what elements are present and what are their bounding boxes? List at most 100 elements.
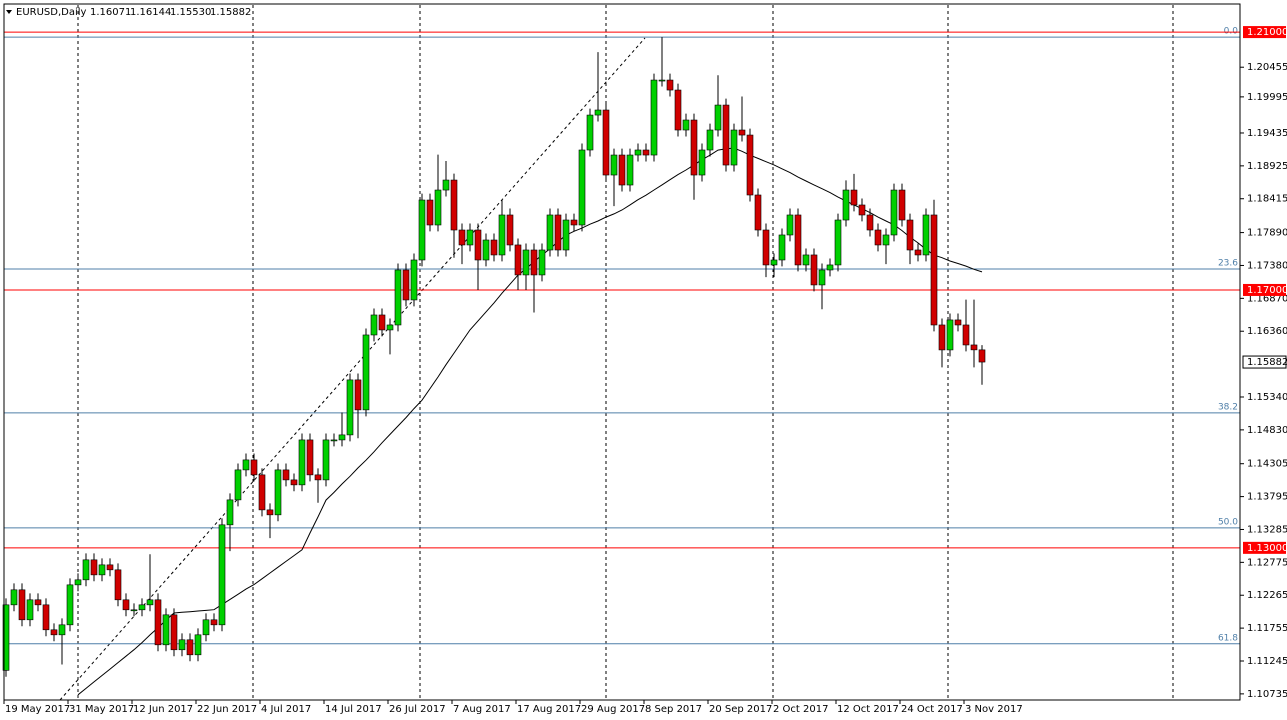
y-tick-label: 1.14830	[1247, 425, 1287, 436]
candle-body	[938, 324, 946, 351]
candle-body	[26, 599, 34, 621]
candle-body	[282, 469, 290, 481]
candle-body	[250, 459, 258, 476]
y-tick-label: 1.17380	[1247, 260, 1287, 271]
candle-body	[106, 564, 114, 571]
x-tick-label: 29 Aug 2017	[581, 704, 645, 715]
candle-body	[826, 264, 834, 271]
candle-body	[850, 189, 858, 206]
symbol: EURUSD,Daily	[16, 7, 87, 18]
candle-body	[610, 154, 618, 176]
candle-body	[10, 589, 18, 606]
candle-body	[962, 324, 970, 346]
candle-body	[450, 179, 458, 231]
candle-body	[154, 599, 162, 646]
candle-body	[906, 219, 914, 251]
y-tick-label: 1.17890	[1247, 228, 1287, 239]
x-tick-label: 3 Nov 2017	[965, 704, 1023, 715]
candle-body	[194, 634, 202, 656]
candle-body	[178, 639, 186, 651]
candle-body	[618, 154, 626, 186]
candle-body	[330, 439, 338, 442]
candle-body	[506, 214, 514, 246]
candle-body	[954, 319, 962, 326]
candle-body	[442, 179, 450, 191]
fib-label: 38.2	[1218, 402, 1238, 412]
candle-body	[778, 234, 786, 261]
y-tick-label: 1.10735	[1247, 689, 1287, 700]
candle-body	[378, 314, 386, 331]
candle-body	[258, 474, 266, 511]
candle-body	[138, 604, 146, 611]
candle-body	[42, 604, 50, 631]
candle-body	[202, 619, 210, 636]
candle-body	[794, 214, 802, 266]
candle-body	[978, 349, 986, 363]
candle-body	[874, 229, 882, 246]
candle-body	[234, 469, 242, 501]
candle-body	[866, 214, 874, 231]
x-tick-label: 17 Aug 2017	[517, 704, 581, 715]
candle-body	[458, 229, 466, 246]
x-tick-label: 20 Sep 2017	[709, 704, 772, 715]
current-price-box	[1242, 355, 1287, 369]
candle-body	[898, 189, 906, 221]
fib-label: 23.6	[1218, 258, 1238, 268]
candle-body	[498, 214, 506, 256]
plot-frame	[3, 3, 1241, 701]
candle-body	[386, 324, 394, 331]
candle-body	[674, 89, 682, 131]
candle-body	[306, 439, 314, 476]
y-tick-label: 1.19435	[1247, 128, 1287, 139]
candle-body	[914, 249, 922, 256]
candle-body	[762, 229, 770, 266]
y-tick-label: 1.16870	[1247, 293, 1287, 304]
candle-body	[410, 259, 418, 301]
candle-body	[34, 599, 42, 606]
candle-body	[650, 79, 658, 156]
x-tick-label: 7 Aug 2017	[453, 704, 511, 715]
candle-body	[554, 214, 562, 251]
candle-body	[50, 629, 58, 636]
candle-body	[514, 244, 522, 276]
candle-body	[834, 219, 842, 266]
quote-open: 1.16071	[90, 7, 131, 18]
y-tick-label: 1.19995	[1247, 92, 1287, 103]
y-tick-label: 1.12265	[1247, 590, 1287, 601]
fib-label: 61.8	[1218, 633, 1238, 643]
candle-body	[970, 344, 978, 351]
candle-body	[842, 189, 850, 221]
x-tick-label: 31 May 2017	[69, 704, 134, 715]
y-tick-label: 1.15340	[1247, 392, 1287, 403]
candle-body	[530, 249, 538, 276]
levels: 0.023.638.250.061.8	[4, 27, 1240, 645]
candle-body	[474, 229, 482, 261]
quote-close: 1.15882	[210, 7, 251, 18]
x-tick-label: 26 Jul 2017	[389, 704, 446, 715]
candle-body	[642, 149, 650, 156]
candle-body	[274, 469, 282, 516]
candle-body	[746, 134, 754, 196]
candle-body	[634, 149, 642, 156]
candle-body	[586, 114, 594, 151]
quote-high: 1.16144	[130, 7, 171, 18]
x-tick-label: 8 Sep 2017	[645, 704, 702, 715]
quote-low: 1.15530	[170, 7, 211, 18]
candle-body	[722, 104, 730, 166]
y-tick-label: 1.12775	[1247, 557, 1287, 568]
candle-body	[226, 499, 234, 526]
candle-body	[810, 254, 818, 286]
candle-body	[562, 219, 570, 251]
candle-body	[594, 109, 602, 116]
candle-body	[290, 479, 298, 486]
candle-body	[346, 379, 354, 436]
candle-body	[18, 589, 26, 621]
candle-body	[922, 214, 930, 256]
candle-body	[538, 249, 546, 276]
candle-body	[242, 459, 250, 471]
candle-body	[658, 79, 666, 82]
candle-body	[802, 254, 810, 266]
candle-body	[666, 79, 674, 91]
